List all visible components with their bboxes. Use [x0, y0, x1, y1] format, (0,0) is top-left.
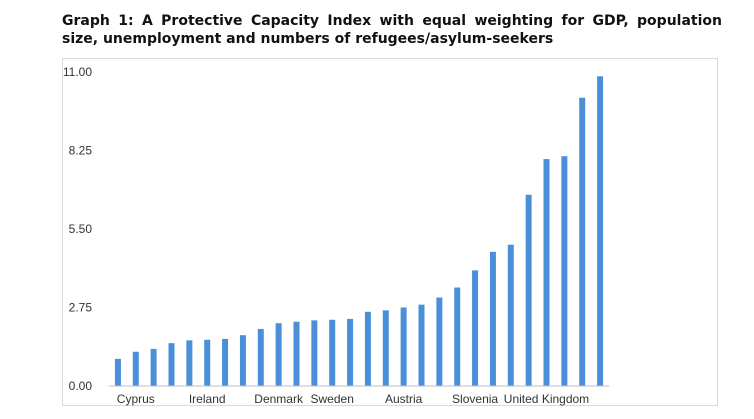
bar [275, 323, 282, 386]
bar [525, 194, 532, 386]
bar [472, 270, 479, 386]
bar [597, 76, 604, 386]
bar [400, 307, 407, 386]
y-tick-label: 5.50 [69, 222, 93, 236]
bar [364, 311, 371, 386]
x-tick-label: Ireland [189, 392, 226, 406]
bar-series [114, 76, 604, 386]
x-tick-label: Austria [385, 392, 423, 406]
y-tick-label: 0.00 [69, 379, 93, 393]
bar [579, 97, 586, 386]
x-tick-label: United Kingdom [504, 392, 589, 406]
y-tick-label: 8.25 [69, 144, 93, 158]
bar [222, 338, 229, 386]
bar [436, 297, 443, 386]
bar [561, 156, 568, 386]
bar [543, 159, 550, 386]
bar [507, 244, 514, 386]
bar [293, 321, 300, 386]
bar [204, 339, 211, 386]
y-tick-label: 11.00 [63, 65, 92, 79]
bar [418, 304, 425, 386]
y-axis-ticks: 0.00 2.75 5.50 8.25 11.00 [63, 65, 92, 393]
x-axis-labels: Cyprus Ireland Denmark Sweden Austria Sloveni… [117, 392, 589, 406]
x-tick-label: Sweden [311, 392, 354, 406]
bar [311, 320, 318, 386]
bar [329, 319, 336, 386]
bar [489, 251, 496, 386]
bar [239, 335, 246, 386]
bar [132, 351, 139, 386]
bar [454, 287, 461, 386]
bar [257, 328, 264, 386]
x-tick-label: Cyprus [117, 392, 155, 406]
bar [382, 310, 389, 386]
bar [168, 343, 175, 386]
x-tick-label: Slovenia [452, 392, 498, 406]
chart-title: Graph 1: A Protective Capacity Index wit… [62, 13, 722, 47]
chart-frame: 0.00 2.75 5.50 8.25 11.00 Cyprus Ireland Denma… [62, 58, 718, 406]
y-tick-label: 2.75 [69, 301, 93, 315]
bar-chart: 0.00 2.75 5.50 8.25 11.00 Cyprus Ireland Denma… [63, 65, 609, 406]
bar [347, 318, 354, 386]
x-tick-label: Denmark [254, 392, 304, 406]
bar [186, 340, 193, 386]
bar [150, 348, 157, 386]
bar [114, 358, 121, 386]
